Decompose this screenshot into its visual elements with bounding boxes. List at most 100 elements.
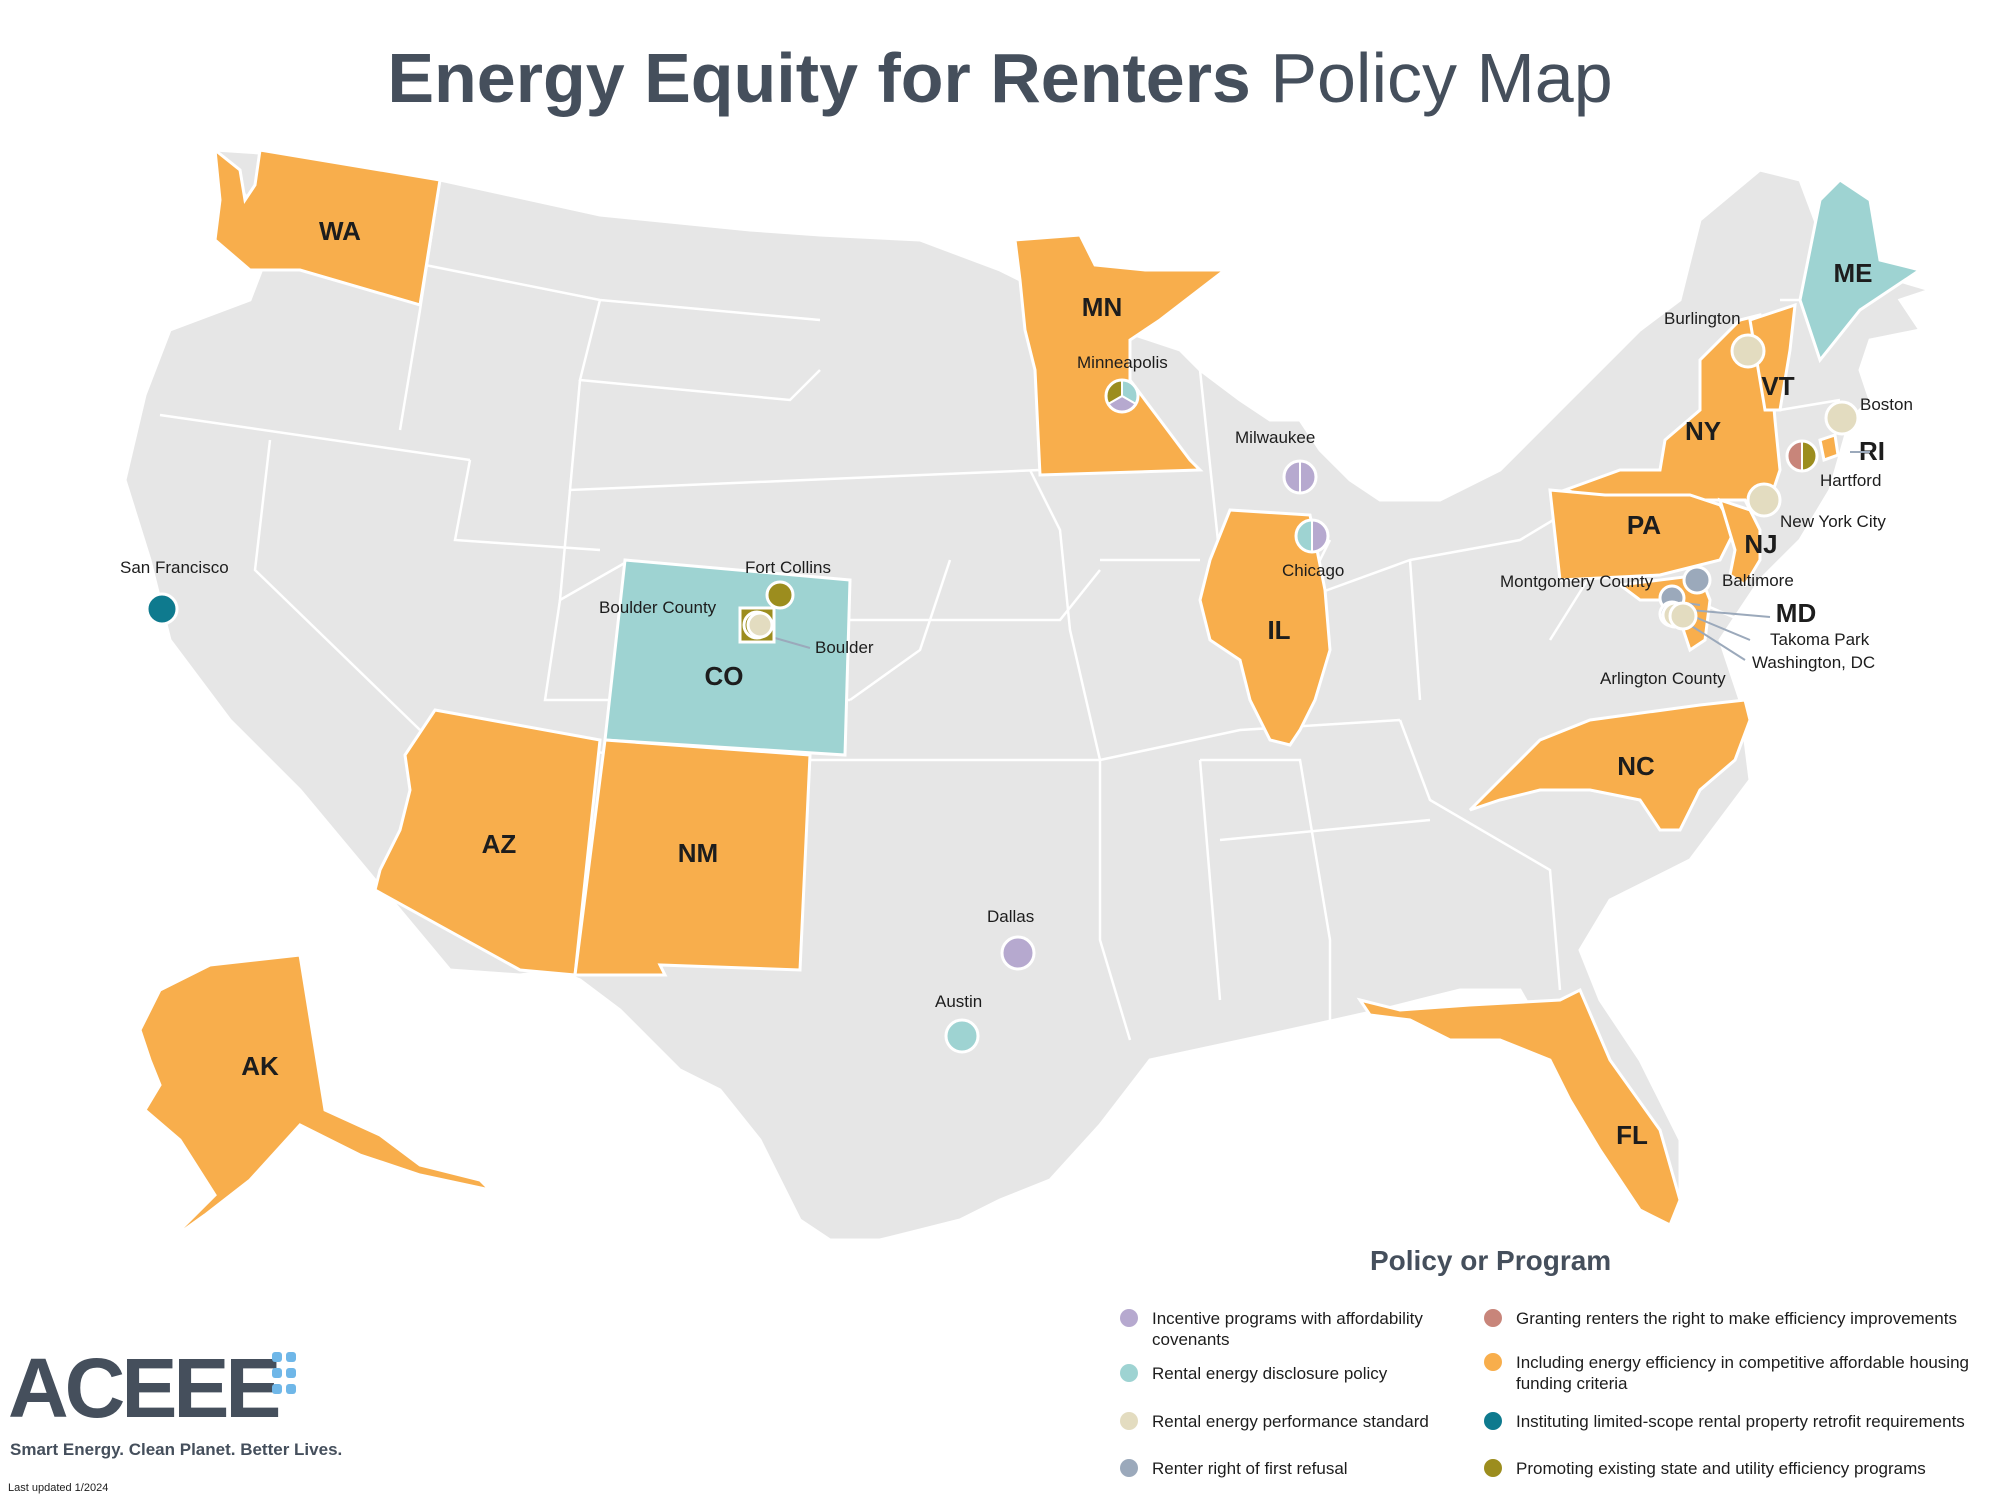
city-marker-slice <box>944 1018 980 1054</box>
city-marker-boston <box>1824 400 1860 436</box>
city-label-austin: Austin <box>935 992 982 1011</box>
state-NC <box>1468 698 1752 832</box>
city-label-takoma-park: Takoma Park <box>1770 630 1870 649</box>
city-marker-burlington <box>1730 333 1766 369</box>
city-marker-san-francisco <box>145 592 179 626</box>
label-PA: PA <box>1627 510 1661 540</box>
state-MN <box>1013 233 1230 477</box>
state-IL <box>1198 508 1332 747</box>
city-marker-ring <box>1104 378 1140 414</box>
label-NY: NY <box>1685 416 1721 446</box>
state-FL <box>1356 987 1682 1228</box>
city-marker-slice <box>1668 601 1698 631</box>
legend-dot-first-refusal <box>1120 1459 1138 1477</box>
legend-label-incentive: Incentive programs with affordability co… <box>1152 1309 1423 1349</box>
city-marker-arlington-county <box>1668 601 1698 631</box>
city-marker-ring <box>1294 518 1330 554</box>
city-marker-slice <box>1824 400 1860 436</box>
state-CO <box>603 558 852 757</box>
city-marker-boulder <box>746 611 774 639</box>
label-AK: AK <box>241 1051 279 1081</box>
city-marker-ring <box>1282 459 1318 495</box>
legend-item-promoting: Promoting existing state and utility eff… <box>1484 1458 1994 1479</box>
city-label-arlington-county: Arlington County <box>1600 669 1726 688</box>
legend-dot-disclosure <box>1120 1364 1138 1382</box>
state-RI <box>1818 433 1840 462</box>
us-map: WA MN CO AZ NM AK IL NY VT PA NJ MD NC F… <box>120 146 1930 1242</box>
city-marker-ring <box>1785 439 1819 473</box>
city-label-boulder: Boulder <box>815 638 874 657</box>
city-marker-slice <box>1000 935 1036 971</box>
label-MD: MD <box>1776 598 1816 628</box>
state-AZ <box>373 708 602 977</box>
legend-dot-promoting <box>1484 1459 1502 1477</box>
state-labels: WA MN CO AZ NM AK IL NY VT PA NJ MD NC F… <box>241 216 1885 1150</box>
city-marker-new-york-city <box>1746 482 1782 518</box>
legend-item-incentive: Incentive programs with affordability co… <box>1120 1308 1460 1350</box>
map-title: Energy Equity for Renters Policy Map <box>0 38 2000 118</box>
legend-dot-retrofit <box>1484 1412 1502 1430</box>
city-marker-milwaukee <box>1282 459 1318 495</box>
label-AZ: AZ <box>482 829 517 859</box>
state-NM <box>573 738 812 977</box>
aceee-logo: ACEEE <box>8 1341 281 1435</box>
city-marker-dallas <box>1000 935 1036 971</box>
legend-label-performance: Rental energy performance standard <box>1152 1412 1429 1431</box>
aceee-logo-dots-icon <box>272 1352 296 1394</box>
label-NM: NM <box>678 838 718 868</box>
legend-dot-affordable-housing <box>1484 1353 1502 1371</box>
aceee-logo-wordmark: ACEEE <box>8 1341 281 1435</box>
legend-item-retrofit: Instituting limited-scope rental propert… <box>1484 1411 1994 1432</box>
legend-label-retrofit: Instituting limited-scope rental propert… <box>1516 1412 1965 1431</box>
legend-label-promoting: Promoting existing state and utility eff… <box>1516 1459 1926 1478</box>
city-label-boulder-county: Boulder County <box>599 598 717 617</box>
legend-label-disclosure: Rental energy disclosure policy <box>1152 1364 1388 1383</box>
highlighted-states <box>138 146 1924 1242</box>
city-label-fort-collins: Fort Collins <box>745 558 831 577</box>
city-marker-slice <box>746 611 774 639</box>
city-label-dallas: Dallas <box>987 907 1034 926</box>
legend-item-performance: Rental energy performance standard <box>1120 1411 1460 1432</box>
label-NC: NC <box>1617 751 1655 781</box>
label-NJ: NJ <box>1744 529 1777 559</box>
city-label-burlington: Burlington <box>1664 309 1741 328</box>
city-label-montgomery-county: Montgomery County <box>1500 572 1654 591</box>
legend-label-affordable-housing: Including energy efficiency in competiti… <box>1516 1353 1969 1393</box>
label-CO: CO <box>705 661 744 691</box>
legend-title: Policy or Program <box>1370 1245 1612 1276</box>
state-NJ <box>1717 497 1762 588</box>
label-MN: MN <box>1082 292 1122 322</box>
city-label-minneapolis: Minneapolis <box>1077 353 1168 372</box>
legend-dot-incentive <box>1120 1309 1138 1327</box>
state-AK <box>138 953 495 1242</box>
legend-dot-right-to-improve <box>1484 1309 1502 1327</box>
city-marker-fort-collins <box>765 580 795 610</box>
label-IL: IL <box>1267 615 1290 645</box>
legend-label-right-to-improve: Granting renters the right to make effic… <box>1516 1309 1957 1328</box>
city-label-hartford: Hartford <box>1820 471 1881 490</box>
city-markers <box>145 333 1860 1054</box>
city-marker-slice <box>1746 482 1782 518</box>
map-title-light: Policy Map <box>1270 39 1613 117</box>
city-marker-hartford <box>1785 439 1819 473</box>
city-label-new-york-city: New York City <box>1780 512 1886 531</box>
label-FL: FL <box>1616 1120 1648 1150</box>
city-marker-slice <box>1682 565 1712 595</box>
city-marker-chicago <box>1294 518 1330 554</box>
legend-item-first-refusal: Renter right of first refusal <box>1120 1458 1460 1479</box>
legend-label-first-refusal: Renter right of first refusal <box>1152 1459 1348 1478</box>
state-borders <box>159 154 1841 1041</box>
legend-item-right-to-improve: Granting renters the right to make effic… <box>1484 1308 1994 1329</box>
label-WA: WA <box>319 216 361 246</box>
state-VT <box>1748 302 1797 412</box>
city-marker-baltimore <box>1682 565 1712 595</box>
city-label-milwaukee: Milwaukee <box>1235 428 1315 447</box>
city-label-baltimore: Baltimore <box>1722 571 1794 590</box>
legend-item-disclosure: Rental energy disclosure policy <box>1120 1363 1460 1384</box>
city-marker-minneapolis <box>1104 378 1140 414</box>
legend-dot-performance <box>1120 1412 1138 1430</box>
aceee-tagline: Smart Energy. Clean Planet. Better Lives… <box>10 1440 343 1459</box>
last-updated: Last updated 1/2024 <box>8 1482 109 1494</box>
city-labels: San Francisco Fort Collins Boulder Count… <box>120 309 1913 1011</box>
label-ME: ME <box>1834 258 1873 288</box>
